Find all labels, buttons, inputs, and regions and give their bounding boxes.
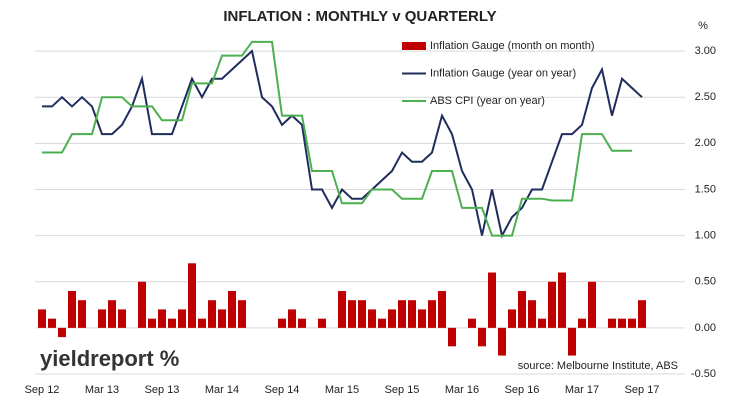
bar bbox=[418, 309, 426, 328]
bar bbox=[548, 281, 556, 328]
bar bbox=[528, 300, 536, 328]
bar bbox=[518, 290, 526, 328]
bar bbox=[438, 290, 446, 328]
y-tick-label: -0.50 bbox=[691, 368, 716, 380]
bar bbox=[638, 300, 646, 328]
y-tick-label: 0.50 bbox=[695, 276, 716, 288]
bar bbox=[488, 272, 496, 328]
bar bbox=[338, 290, 346, 328]
legend-label: ABS CPI (year on year) bbox=[430, 95, 545, 107]
bar bbox=[208, 300, 216, 328]
bar bbox=[138, 281, 146, 328]
bar bbox=[298, 318, 306, 328]
bar bbox=[508, 309, 516, 328]
bar bbox=[108, 300, 116, 328]
bar bbox=[178, 309, 186, 328]
bar bbox=[468, 318, 476, 328]
x-tick-label: Sep 14 bbox=[265, 384, 300, 396]
y-tick-label: 2.50 bbox=[695, 91, 716, 103]
bar bbox=[628, 318, 636, 328]
source: source: Melbourne Institute, ABS bbox=[518, 360, 678, 372]
y-tick-label: 1.50 bbox=[695, 183, 716, 195]
x-tick-label: Sep 16 bbox=[505, 384, 540, 396]
bar bbox=[408, 300, 416, 328]
bar bbox=[278, 318, 286, 328]
bar bbox=[118, 309, 126, 328]
bar bbox=[238, 300, 246, 328]
bar bbox=[578, 318, 586, 328]
bar bbox=[388, 309, 396, 328]
bar bbox=[218, 309, 226, 328]
bar bbox=[368, 309, 376, 328]
bar bbox=[68, 290, 76, 328]
bar bbox=[558, 272, 566, 328]
bar bbox=[288, 309, 296, 328]
bar bbox=[498, 327, 506, 356]
logo: yieldreport % bbox=[40, 346, 179, 371]
bar bbox=[228, 290, 236, 328]
bar bbox=[568, 327, 576, 356]
bar bbox=[358, 300, 366, 328]
bar bbox=[188, 263, 196, 328]
x-tick-label: Sep 15 bbox=[385, 384, 420, 396]
x-tick-label: Mar 13 bbox=[85, 384, 119, 396]
bar bbox=[538, 318, 546, 328]
bar bbox=[158, 309, 166, 328]
bar bbox=[318, 318, 326, 328]
bar bbox=[78, 300, 86, 328]
x-tick-label: Sep 13 bbox=[145, 384, 180, 396]
line bbox=[42, 40, 632, 237]
bar bbox=[38, 309, 46, 328]
y-tick-label: 2.00 bbox=[695, 137, 716, 149]
bar bbox=[608, 318, 616, 328]
bar bbox=[378, 318, 386, 328]
line bbox=[42, 49, 643, 239]
chart-title: INFLATION : MONTHLY v QUARTERLY bbox=[223, 8, 496, 25]
x-tick-label: Mar 16 bbox=[445, 384, 479, 396]
legend-swatch bbox=[402, 42, 426, 50]
x-tick-label: Sep 17 bbox=[625, 384, 660, 396]
y-axis-label: % bbox=[698, 20, 708, 32]
legend-label: Inflation Gauge (year on year) bbox=[430, 67, 576, 79]
x-tick-label: Mar 14 bbox=[205, 384, 239, 396]
bar bbox=[148, 318, 156, 328]
bar bbox=[168, 318, 176, 328]
bar bbox=[588, 281, 596, 328]
y-tick-label: 1.00 bbox=[695, 230, 716, 242]
bar bbox=[428, 300, 436, 328]
bar bbox=[198, 318, 206, 328]
bar bbox=[618, 318, 626, 328]
x-tick-label: Mar 15 bbox=[325, 384, 359, 396]
bar bbox=[398, 300, 406, 328]
bar bbox=[48, 318, 56, 328]
y-tick-label: 3.00 bbox=[695, 45, 716, 57]
bar bbox=[58, 327, 66, 338]
x-tick-label: Sep 12 bbox=[25, 384, 60, 396]
x-tick-label: Mar 17 bbox=[565, 384, 599, 396]
bar bbox=[478, 327, 486, 347]
bar bbox=[98, 309, 106, 328]
bar bbox=[348, 300, 356, 328]
bar bbox=[448, 327, 456, 347]
y-tick-label: 0.00 bbox=[695, 322, 716, 334]
legend-label: Inflation Gauge (month on month) bbox=[430, 40, 594, 52]
